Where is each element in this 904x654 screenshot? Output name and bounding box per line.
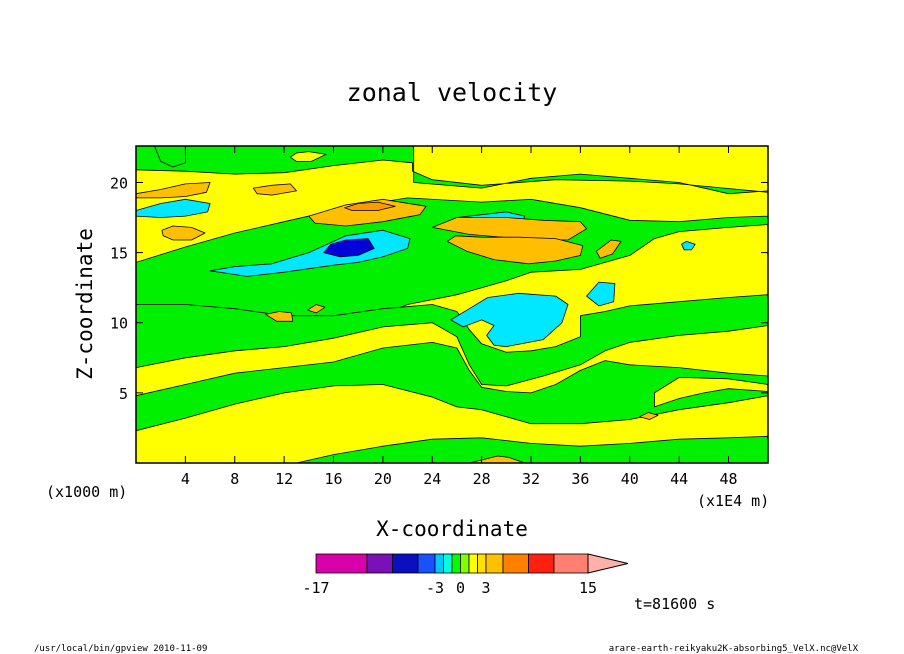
contour-region-lt-m5-0 — [323, 238, 375, 258]
colorbar-segment — [485, 553, 504, 574]
contour-region-3-5-4 — [446, 235, 584, 265]
contour-region-m5-m3-3 — [450, 292, 569, 347]
colorbar-tick-label: -3 — [426, 579, 444, 597]
contour-region-3-5-5 — [161, 225, 206, 241]
x-axis-ticks: 4 8 12 16 20 24 28 32 36 40 44 48 — [181, 146, 738, 488]
contour-region-3-5-9 — [468, 455, 526, 463]
x-unit-note: (x1000 m) — [46, 483, 127, 501]
contour-region-m5-m3-4 — [586, 281, 616, 307]
x-axis-label: X-coordinate — [376, 517, 528, 541]
colorbar-over-arrow — [587, 553, 629, 574]
y-axis-label: Z-coordinate — [73, 228, 97, 380]
y-tick-label: 15 — [110, 245, 128, 263]
colorbar: -17 -3 0 3 15 — [302, 553, 629, 597]
colorbar-segment — [417, 553, 436, 574]
x-tick-label: 24 — [423, 470, 441, 488]
colorbar-segment — [434, 553, 444, 574]
colorbar-tick-label: 15 — [579, 579, 597, 597]
x-tick-label: 12 — [275, 470, 293, 488]
colorbar-segment — [315, 553, 368, 574]
colorbar-labels: -17 -3 0 3 15 — [302, 579, 597, 597]
x-tick-label: 48 — [719, 470, 737, 488]
colorbar-segment — [553, 553, 589, 574]
x-tick-label: 36 — [571, 470, 589, 488]
colorbar-segment — [443, 553, 453, 574]
contour-region-m3-0-2 — [136, 342, 768, 432]
plot-frame — [135, 145, 769, 464]
colorbar-segment — [392, 553, 419, 574]
contour-region-3-5-7 — [265, 311, 294, 322]
y-tick-label: 20 — [110, 174, 128, 192]
colorbar-segment — [451, 553, 461, 574]
contour-region-5-8-0 — [344, 201, 396, 211]
chart-title: zonal velocity — [347, 78, 558, 107]
contour-regions — [136, 146, 768, 463]
contour-region-3-5-3 — [431, 217, 587, 241]
x-tick-label: 32 — [522, 470, 540, 488]
colorbar-segment — [528, 553, 555, 574]
contour-region-m5-m3-5 — [681, 241, 696, 251]
contour-region-3-5-6 — [596, 239, 622, 259]
footer-right-text: arare-earth-reikyaku2K-absorbing5_VelX.n… — [609, 644, 859, 654]
contour-region-3-5-1 — [252, 183, 297, 196]
x-tick-label: 40 — [621, 470, 639, 488]
x-tick-label: 4 — [181, 470, 190, 488]
x-tick-label: 8 — [230, 470, 239, 488]
contour-region-3-5-10 — [639, 412, 659, 420]
contour-region-0-3-0 — [289, 151, 327, 162]
x-tick-label: 28 — [473, 470, 491, 488]
contour-region-m3-0-1 — [136, 294, 768, 387]
colorbar-tick-label: -17 — [302, 579, 329, 597]
x-tick-label: 44 — [670, 470, 688, 488]
colorbar-tick-label: 3 — [481, 579, 490, 597]
colorbar-segment — [468, 553, 478, 574]
x-tick-label: 20 — [374, 470, 392, 488]
colorbar-segments — [315, 553, 589, 574]
colorbar-segment — [477, 553, 487, 574]
colorbar-segment — [460, 553, 470, 574]
contour-region-m5-m3-1 — [136, 198, 211, 218]
x-tick-label: 16 — [324, 470, 342, 488]
y-tick-label: 10 — [110, 315, 128, 333]
footer-left-text: /usr/local/bin/gpview 2010-11-09 — [34, 644, 207, 654]
contour-region-0-3-1 — [654, 377, 768, 408]
colorbar-segment — [502, 553, 529, 574]
y-tick-label: 5 — [119, 385, 128, 403]
y-axis-ticks: 5 10 15 20 — [110, 174, 768, 403]
x-scale-note: (x1E4 m) — [697, 492, 769, 510]
contour-region-m3-0-3 — [296, 435, 768, 463]
contour-region-3-5-0 — [136, 182, 211, 199]
colorbar-tick-label: 0 — [456, 579, 465, 597]
contour-region-3-5-8 — [307, 304, 326, 314]
contour-region-3-5-2 — [308, 198, 427, 227]
time-label: t=81600 s — [634, 595, 715, 613]
colorbar-segment — [366, 553, 393, 574]
